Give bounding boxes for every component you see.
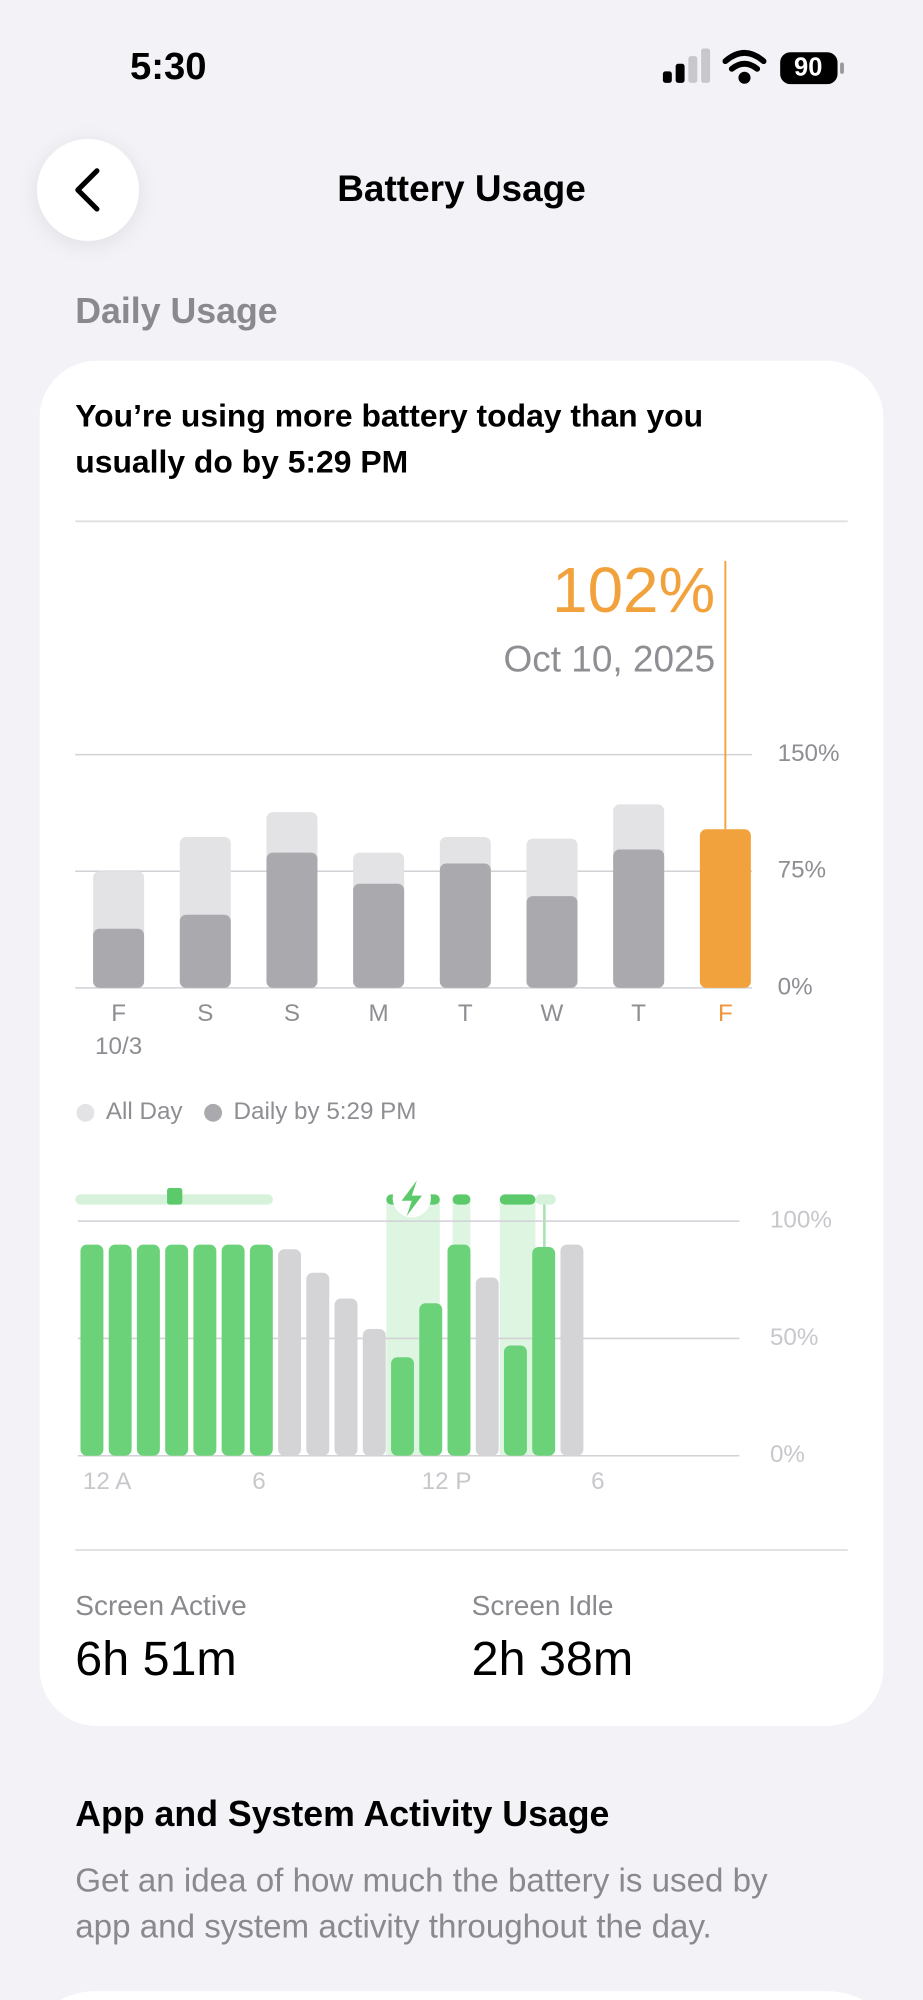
stat-value: 6h 51m	[75, 1632, 237, 1686]
bar	[165, 1244, 189, 1456]
x-tick-label: 12 A	[83, 1468, 132, 1495]
activity-description: Get an idea of how much the battery is u…	[75, 1862, 768, 1899]
bar	[278, 1249, 302, 1456]
stat-value: 2h 38m	[472, 1632, 634, 1686]
stat-label: Screen Active	[75, 1590, 246, 1621]
value-label: 102%	[552, 554, 715, 626]
x-tick-label: F	[111, 1000, 126, 1027]
legend-label: All Day	[106, 1098, 184, 1125]
wifi-icon	[722, 50, 767, 84]
bar	[503, 1345, 527, 1456]
signal-icon	[662, 48, 711, 83]
bar	[699, 829, 751, 988]
bar	[447, 1244, 471, 1456]
bar	[306, 1272, 330, 1456]
page-title: Battery Usage	[337, 168, 586, 209]
x-tick-label: T	[458, 1000, 473, 1027]
battery-tip	[840, 62, 844, 74]
y-tick-label: 75%	[778, 857, 826, 884]
x-tick-label: S	[197, 1000, 213, 1027]
legend-swatch	[204, 1103, 223, 1122]
activity-title: App and System Activity Usage	[75, 1794, 609, 1834]
x-tick-label: 6	[591, 1468, 604, 1495]
x-tick-label: T	[631, 1000, 646, 1027]
x-tick-label: W	[541, 1000, 564, 1027]
stat-label: Screen Idle	[472, 1590, 614, 1621]
selected-date: Oct 10, 2025	[504, 638, 716, 679]
bar	[266, 852, 318, 988]
bar	[136, 1244, 160, 1456]
legend-label: Daily by 5:29 PM	[234, 1098, 417, 1125]
card	[39, 360, 884, 1726]
bar	[526, 896, 578, 988]
x-tick-label: M	[369, 1000, 389, 1027]
bar	[221, 1244, 245, 1456]
x-tick-label: S	[284, 1000, 300, 1027]
next-card	[60, 1991, 863, 2000]
bar	[391, 1357, 414, 1456]
bar	[613, 849, 665, 988]
y-tick-label: 50%	[770, 1324, 818, 1351]
y-tick-label: 0%	[770, 1441, 805, 1468]
y-tick-label: 0%	[778, 973, 813, 1000]
bar	[108, 1244, 132, 1456]
bar	[362, 1329, 386, 1456]
activity-description: app and system activity throughout the d…	[75, 1908, 712, 1945]
bar	[353, 883, 405, 988]
bar	[560, 1244, 584, 1456]
bar	[475, 1277, 499, 1456]
x-tick-sublabel: 10/3	[95, 1033, 142, 1060]
message: You’re using more battery today than you	[75, 398, 703, 434]
battery-icon	[780, 52, 838, 85]
x-tick-label: F	[718, 1000, 733, 1027]
bar	[179, 914, 231, 988]
status-time: 5:30	[130, 45, 207, 88]
y-tick-label: 100%	[770, 1207, 832, 1234]
bar	[419, 1303, 443, 1456]
x-tick-label: 12 P	[422, 1468, 472, 1495]
legend-swatch	[76, 1103, 95, 1122]
bar	[80, 1244, 104, 1456]
bar	[249, 1244, 273, 1456]
back-button[interactable]	[37, 138, 140, 241]
bar	[439, 863, 491, 988]
bar	[193, 1244, 217, 1456]
section-title: Daily Usage	[75, 291, 277, 331]
bar	[93, 928, 145, 988]
message: usually do by 5:29 PM	[75, 443, 408, 479]
bar	[334, 1298, 358, 1456]
x-tick-label: 6	[252, 1468, 265, 1495]
battery-level: 90	[794, 54, 822, 82]
bar	[532, 1246, 556, 1456]
y-tick-label: 150%	[778, 740, 840, 767]
